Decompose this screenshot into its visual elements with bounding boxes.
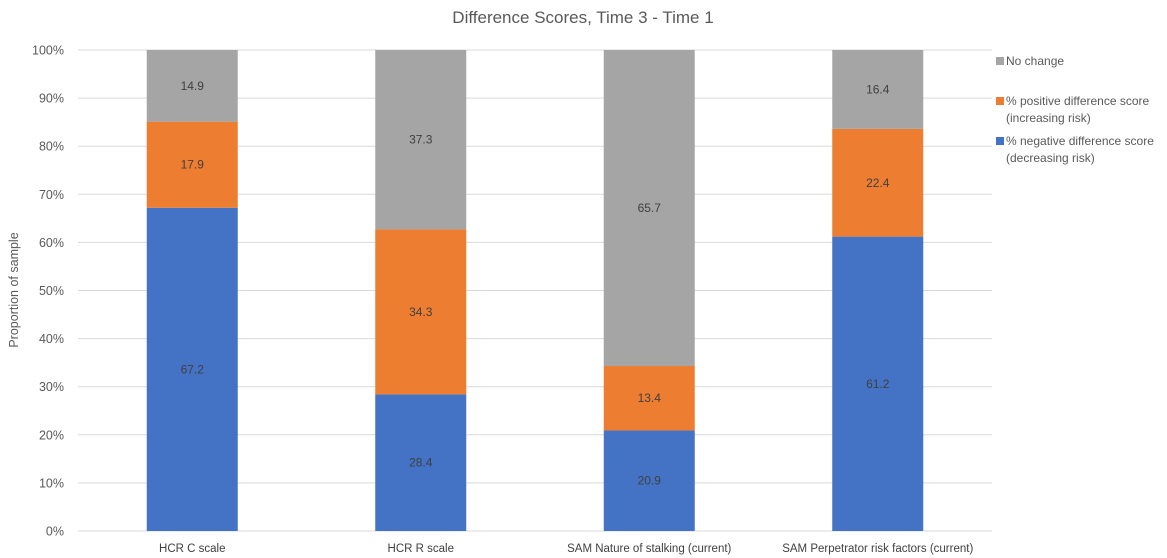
y-tick-label: 90% (39, 92, 64, 106)
x-category-label: SAM Nature of stalking (current) (567, 543, 731, 555)
data-label: 61.2 (866, 377, 890, 391)
bar-segment (375, 50, 467, 230)
y-tick-label: 0% (46, 525, 64, 539)
legend-label: % positive difference score (1006, 94, 1150, 108)
axes: 0% 10% 20% 30% 40% 50% 60% 70% 80% 90% 100% HCR C s… (32, 44, 973, 556)
bars (146, 50, 924, 532)
y-tick-label: 40% (39, 332, 64, 346)
x-category-label: HCR R scale (388, 543, 454, 555)
data-label: 67.2 (181, 362, 205, 376)
y-tick-label: 70% (39, 188, 64, 202)
data-label: 28.4 (409, 456, 433, 470)
chart-title: Difference Scores, Time 3 - Time 1 (452, 8, 713, 27)
bar-segment (603, 366, 695, 431)
y-tick-label: 60% (39, 236, 64, 250)
y-tick-label: 80% (39, 140, 64, 154)
legend-label: No change (1006, 54, 1064, 68)
y-tick-label: 20% (39, 428, 64, 442)
legend-label: % negative difference score (1006, 134, 1154, 148)
x-category-label: SAM Perpetrator risk factors (current) (782, 543, 973, 555)
data-label: 34.3 (409, 305, 433, 319)
legend-item: % negative difference score (decreasing r… (996, 134, 1154, 165)
data-label: 65.7 (638, 201, 662, 215)
data-label: 20.9 (638, 474, 662, 488)
bar-segment (603, 50, 695, 367)
legend-item: No change (996, 54, 1064, 68)
legend-swatch (996, 57, 1004, 65)
y-tick-label: 10% (39, 476, 64, 490)
data-label: 16.4 (866, 82, 890, 96)
bar-segment (146, 207, 238, 531)
bar-segment (146, 121, 238, 208)
y-tick-label: 50% (39, 284, 64, 298)
legend-label: (increasing risk) (1006, 111, 1091, 125)
bar-segment (832, 128, 924, 237)
bar-segment (146, 50, 238, 122)
data-label: 14.9 (181, 79, 205, 93)
y-tick-label: 100% (32, 44, 64, 58)
data-label: 17.9 (181, 158, 205, 172)
y-axis-label: Proportion of sample (7, 232, 21, 347)
data-label: 22.4 (866, 176, 890, 190)
data-label: 13.4 (638, 391, 662, 405)
bar-segment (375, 229, 467, 395)
legend-swatch (996, 97, 1004, 105)
bar-segment (832, 50, 924, 129)
data-labels: 67.2 17.9 14.9 28.4 34.3 37.3 20.9 13.4 65.7 61.2… (181, 79, 890, 488)
bar-segment (603, 430, 695, 531)
bar-segment (832, 236, 924, 532)
legend: No change % positive difference score (inc… (996, 54, 1154, 165)
legend-swatch (996, 137, 1004, 145)
legend-label: (decreasing risk) (1006, 151, 1095, 165)
legend-item: % positive difference score (increasing r… (996, 94, 1150, 125)
x-category-label: HCR C scale (159, 543, 225, 555)
bar-segment (375, 394, 467, 531)
y-tick-label: 30% (39, 380, 64, 394)
data-label: 37.3 (409, 133, 433, 147)
